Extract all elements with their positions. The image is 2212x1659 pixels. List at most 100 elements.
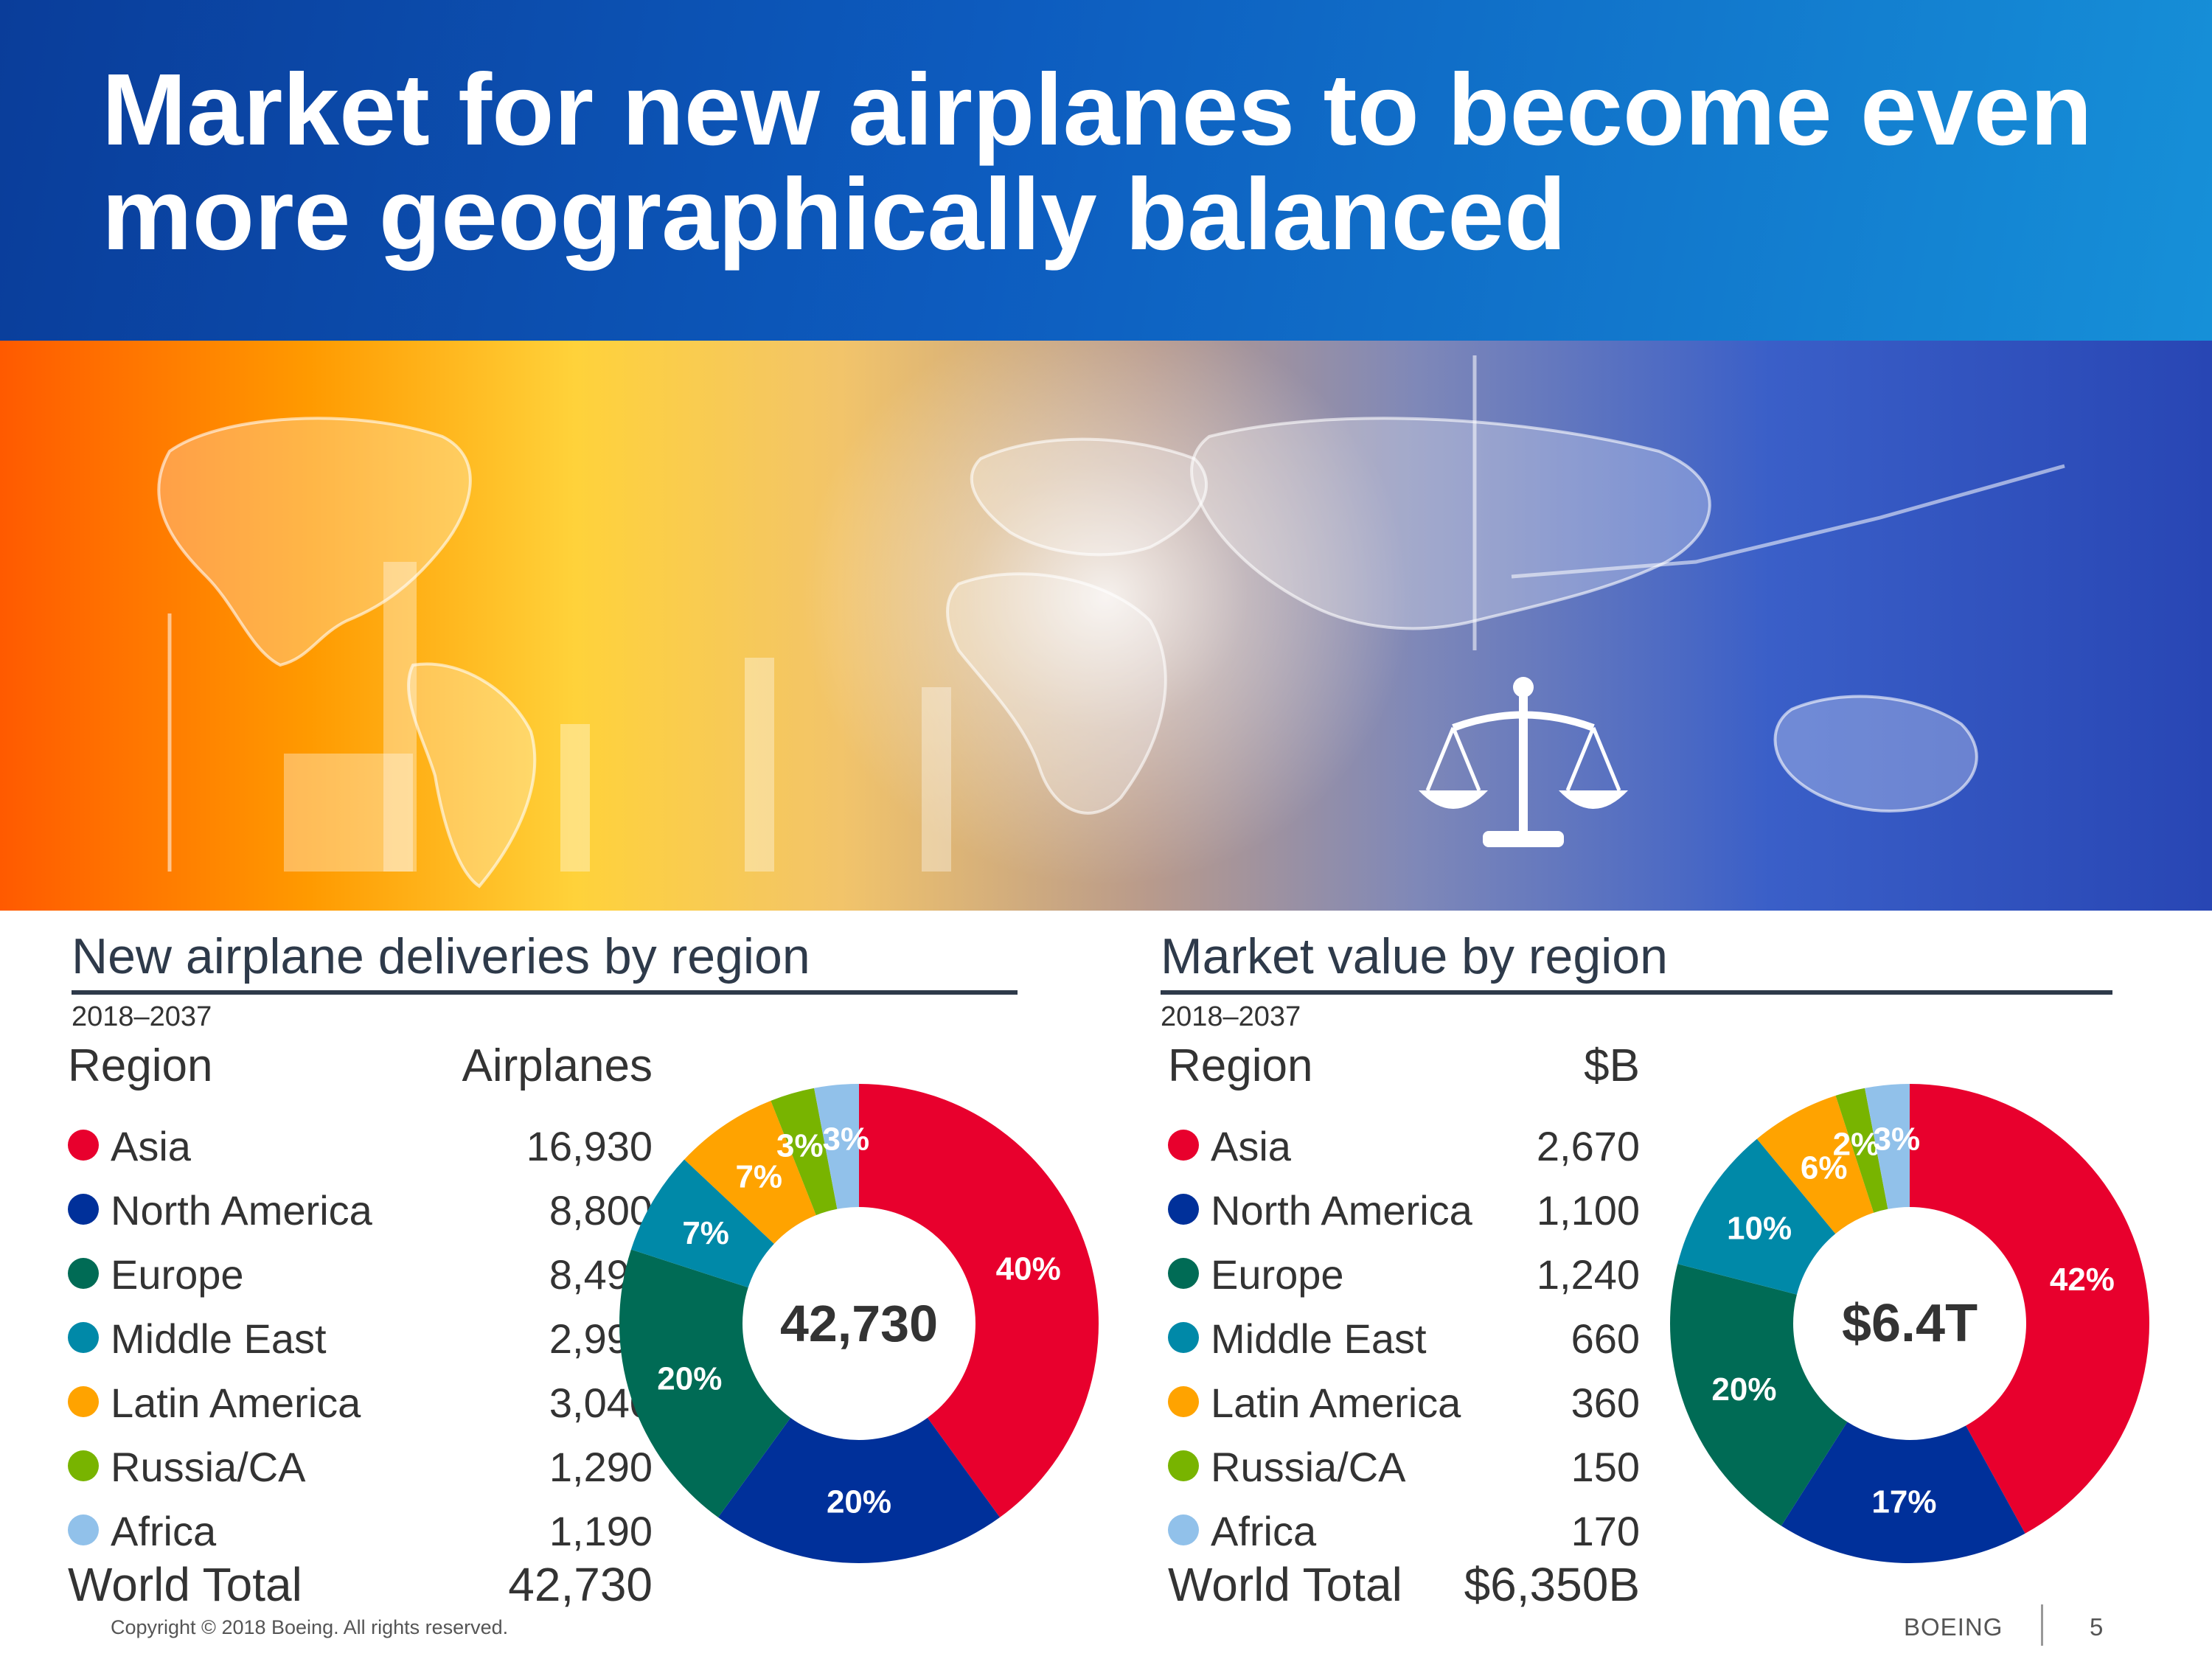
table-row: Africa 170 <box>1168 1507 1640 1556</box>
table-row: North America 8,800 <box>68 1186 653 1235</box>
legend-dot <box>68 1450 99 1481</box>
region-value: 1,100 <box>1536 1187 1640 1234</box>
slide-title: Market for new airplanes to become even … <box>102 58 2166 267</box>
region-value: 170 <box>1571 1508 1640 1554</box>
table-row: Russia/CA 1,290 <box>68 1443 653 1492</box>
region-label: Asia <box>1211 1123 1291 1169</box>
donut-slice-label: 3% <box>1874 1121 1921 1158</box>
region-column-header: Region <box>1168 1040 1313 1091</box>
donut-slice-label: 17% <box>1871 1484 1936 1520</box>
region-label: North America <box>1211 1187 1472 1234</box>
region-value: 1,290 <box>549 1444 653 1490</box>
legend-dot <box>1168 1386 1199 1417</box>
region-value: 360 <box>1571 1380 1640 1426</box>
legend-dot <box>1168 1450 1199 1481</box>
donut-slice-label: 20% <box>657 1361 722 1397</box>
table-row: Asia 16,930 <box>68 1122 653 1171</box>
region-value: 8,800 <box>549 1187 653 1234</box>
value-column-header: $B <box>1584 1040 1640 1091</box>
market-value-table: Region $B Asia 2,670 North America 1,100 Eur… <box>1168 1040 1640 1615</box>
deliveries-subtitle: 2018–2037 <box>72 1001 212 1032</box>
region-value: 2,670 <box>1536 1123 1640 1169</box>
region-label: Russia/CA <box>1211 1444 1406 1490</box>
market-value-donut-chart: 42% 17% 20% 10%6%2%3% $6.4T <box>1670 1084 2149 1563</box>
table-row: Asia 2,670 <box>1168 1122 1640 1171</box>
legend-dot <box>68 1130 99 1161</box>
donut-slice-label: 10% <box>1727 1211 1792 1247</box>
donut-slice-latin-america <box>684 1100 816 1244</box>
donut-center-total: $6.4T <box>1842 1294 1978 1353</box>
total-value: $6,350B <box>1464 1558 1640 1611</box>
title-line-2: more geographically balanced <box>102 158 1567 271</box>
region-label: North America <box>111 1187 372 1234</box>
donut-slice-asia <box>859 1084 1099 1517</box>
donut-slice-label: 2% <box>1833 1126 1880 1162</box>
slide-header: Market for new airplanes to become even … <box>0 0 2212 341</box>
table-row: Europe 1,240 <box>1168 1251 1640 1299</box>
donut-center-total: 42,730 <box>780 1295 938 1352</box>
market-value-subtitle: 2018–2037 <box>1161 1001 1301 1032</box>
region-label: Asia <box>111 1123 191 1169</box>
boeing-brand: BOEING <box>1904 1613 2003 1641</box>
donut-slice-label: 3% <box>823 1121 870 1158</box>
copyright-text: Copyright © 2018 Boeing. All rights rese… <box>111 1616 509 1638</box>
legend-dot <box>1168 1322 1199 1353</box>
donut-slice-asia <box>1910 1084 2149 1534</box>
legend-dot <box>1168 1130 1199 1161</box>
region-label: Africa <box>111 1508 217 1554</box>
donut-slice-middle-east <box>1677 1138 1836 1295</box>
region-label: Middle East <box>111 1315 327 1362</box>
donut-slice-africa <box>1865 1084 1910 1209</box>
legend-dot <box>68 1258 99 1289</box>
region-value: 1,190 <box>549 1508 653 1554</box>
region-label: Middle East <box>1211 1315 1427 1362</box>
market-value-title-rule <box>1161 990 2112 995</box>
donut-slice-north-america <box>717 1417 1001 1563</box>
region-label: Africa <box>1211 1508 1317 1554</box>
region-label: Russia/CA <box>111 1444 306 1490</box>
total-row: World Total $6,350B <box>1168 1557 1640 1613</box>
table-row: Africa 1,190 <box>68 1507 653 1556</box>
donut-slice-label: 7% <box>682 1215 729 1251</box>
donut-slice-north-america <box>1781 1422 2025 1563</box>
deliveries-section-title: New airplane deliveries by region <box>72 928 810 984</box>
total-row: World Total 42,730 <box>68 1557 653 1613</box>
region-value: 660 <box>1571 1315 1640 1362</box>
table-header: Region $B <box>1168 1040 1640 1091</box>
legend-dot <box>1168 1514 1199 1545</box>
legend-dot <box>68 1386 99 1417</box>
region-label: Europe <box>1211 1251 1344 1298</box>
donut-slice-europe <box>619 1249 791 1517</box>
legend-dot <box>68 1194 99 1225</box>
banner-glow <box>774 341 1438 911</box>
donut-slice-label: 3% <box>776 1127 824 1164</box>
table-row: Latin America 3,040 <box>68 1379 653 1427</box>
table-row: Middle East 2,990 <box>68 1315 653 1363</box>
legend-dot <box>68 1322 99 1353</box>
deliveries-title-rule <box>72 990 1018 995</box>
airplanes-column-header: Airplanes <box>462 1040 653 1091</box>
donut-slice-africa <box>814 1084 859 1209</box>
deliveries-table: Region Airplanes Asia 16,930 North America… <box>68 1040 653 1615</box>
world-map-icon <box>157 355 2065 888</box>
footer-divider <box>2041 1604 2043 1646</box>
region-value: 1,240 <box>1536 1251 1640 1298</box>
total-value: 42,730 <box>508 1558 653 1611</box>
donut-slice-label: 6% <box>1801 1150 1848 1186</box>
title-line-1: Market for new airplanes to become even <box>102 53 2093 167</box>
donut-slice-europe <box>1670 1264 1848 1526</box>
scales-of-justice-icon <box>1419 677 1628 847</box>
table-row: Russia/CA 150 <box>1168 1443 1640 1492</box>
banner-image <box>0 341 2212 911</box>
region-label: Latin America <box>1211 1380 1461 1426</box>
region-value: 150 <box>1571 1444 1640 1490</box>
table-row: North America 1,100 <box>1168 1186 1640 1235</box>
table-row: Europe 8,490 <box>68 1251 653 1299</box>
donut-slice-label: 40% <box>996 1251 1061 1287</box>
region-label: Europe <box>111 1251 244 1298</box>
page-number: 5 <box>2090 1613 2104 1641</box>
total-label: World Total <box>1168 1558 1402 1611</box>
donut-slice-label: 7% <box>735 1158 782 1194</box>
region-label: Latin America <box>111 1380 361 1426</box>
market-value-section-title: Market value by region <box>1161 928 1668 984</box>
